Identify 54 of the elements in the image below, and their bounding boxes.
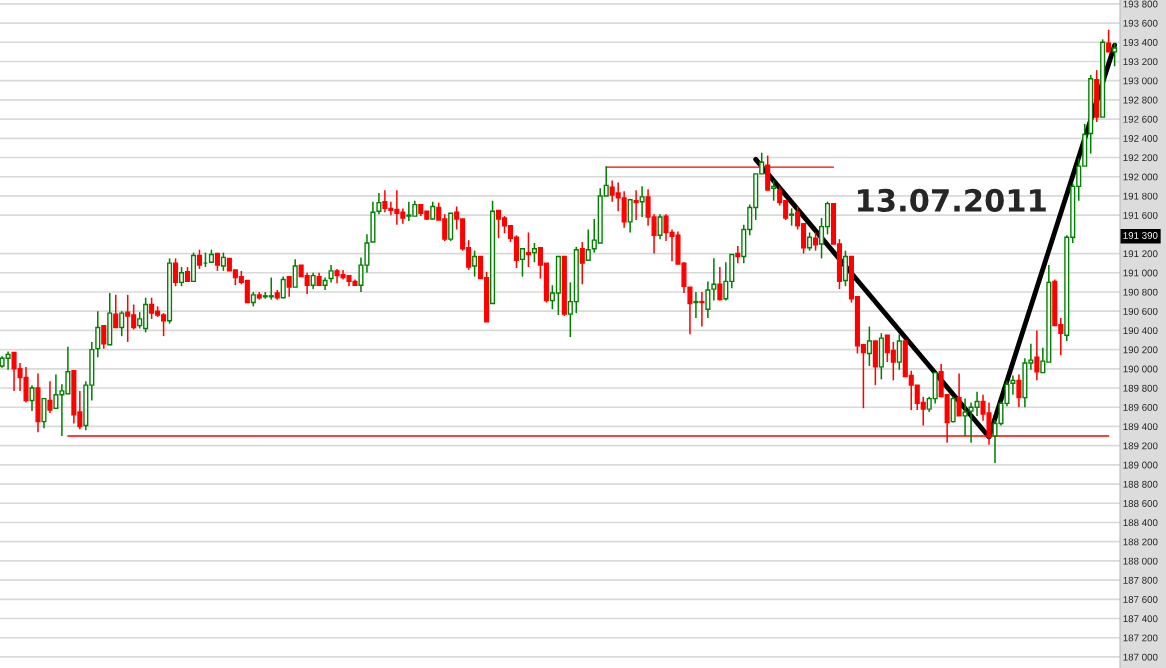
- y-tick-label: 193 200: [1123, 58, 1158, 66]
- candlestick: [693, 291, 699, 319]
- y-tick-label: 191 390: [1123, 232, 1158, 239]
- candlestick: [95, 310, 101, 359]
- y-tick-label: 189 800: [1123, 384, 1158, 392]
- y-tick-label: 190 200: [1123, 346, 1158, 354]
- y-tick-label: 188 000: [1123, 557, 1158, 565]
- y-tick-label: 192 200: [1123, 154, 1158, 162]
- y-tick-label: 193 400: [1123, 38, 1158, 46]
- y-tick-label: 191 000: [1123, 269, 1158, 277]
- y-tick-label: 190 800: [1123, 288, 1158, 296]
- candlestick: [639, 185, 645, 218]
- y-tick-label: 192 000: [1123, 173, 1158, 181]
- candlestick: [274, 289, 280, 301]
- candlestick: [657, 213, 663, 240]
- y-tick-label: 187 000: [1123, 653, 1158, 661]
- y-tick-label: 190 000: [1123, 365, 1158, 373]
- y-tick-label: 192 600: [1123, 115, 1158, 123]
- y-tick-label: 193 800: [1123, 0, 1158, 8]
- y-tick-label: 190 400: [1123, 327, 1158, 335]
- candlestick: [699, 291, 705, 328]
- y-tick-label: 189 600: [1123, 403, 1158, 411]
- y-tick-label: 191 600: [1123, 211, 1158, 219]
- y-tick-label: 193 600: [1123, 19, 1158, 27]
- candlestick: [735, 245, 741, 264]
- y-tick-label: 189 000: [1123, 461, 1158, 469]
- candlestick: [29, 384, 35, 412]
- y-tick-label: 187 800: [1123, 576, 1158, 584]
- y-tick-label: 188 800: [1123, 480, 1158, 488]
- candlestick: [47, 380, 53, 414]
- y-tick-label: 187 400: [1123, 615, 1158, 623]
- candlestick: [328, 264, 334, 284]
- annotation: 13.07.2011: [858, 188, 1046, 212]
- y-tick-label: 193 000: [1123, 77, 1158, 85]
- y-tick-label: 188 200: [1123, 538, 1158, 546]
- candlestick: [310, 272, 316, 290]
- y-tick-label: 188 400: [1123, 519, 1158, 527]
- y-tick-label: 191 200: [1123, 250, 1158, 258]
- candlestick: [633, 189, 639, 221]
- y-tick-label: 192 800: [1123, 96, 1158, 104]
- candlestick: [717, 266, 723, 301]
- y-tick-label: 189 200: [1123, 442, 1158, 450]
- candlestick: [35, 372, 41, 433]
- y-tick-label: 192 400: [1123, 135, 1158, 142]
- y-tick-label: 191 800: [1123, 192, 1158, 200]
- y-tick-label: 187 600: [1123, 596, 1158, 603]
- y-tick-label: 188 600: [1123, 500, 1158, 507]
- y-tick-label: 190 600: [1123, 307, 1158, 315]
- y-tick-label: 187 200: [1123, 634, 1158, 642]
- candlestick: [1034, 329, 1040, 382]
- y-tick-label: 189 400: [1123, 423, 1158, 431]
- candlestick: [376, 192, 382, 215]
- candlestick: [1016, 373, 1022, 409]
- candlestick: [322, 276, 328, 291]
